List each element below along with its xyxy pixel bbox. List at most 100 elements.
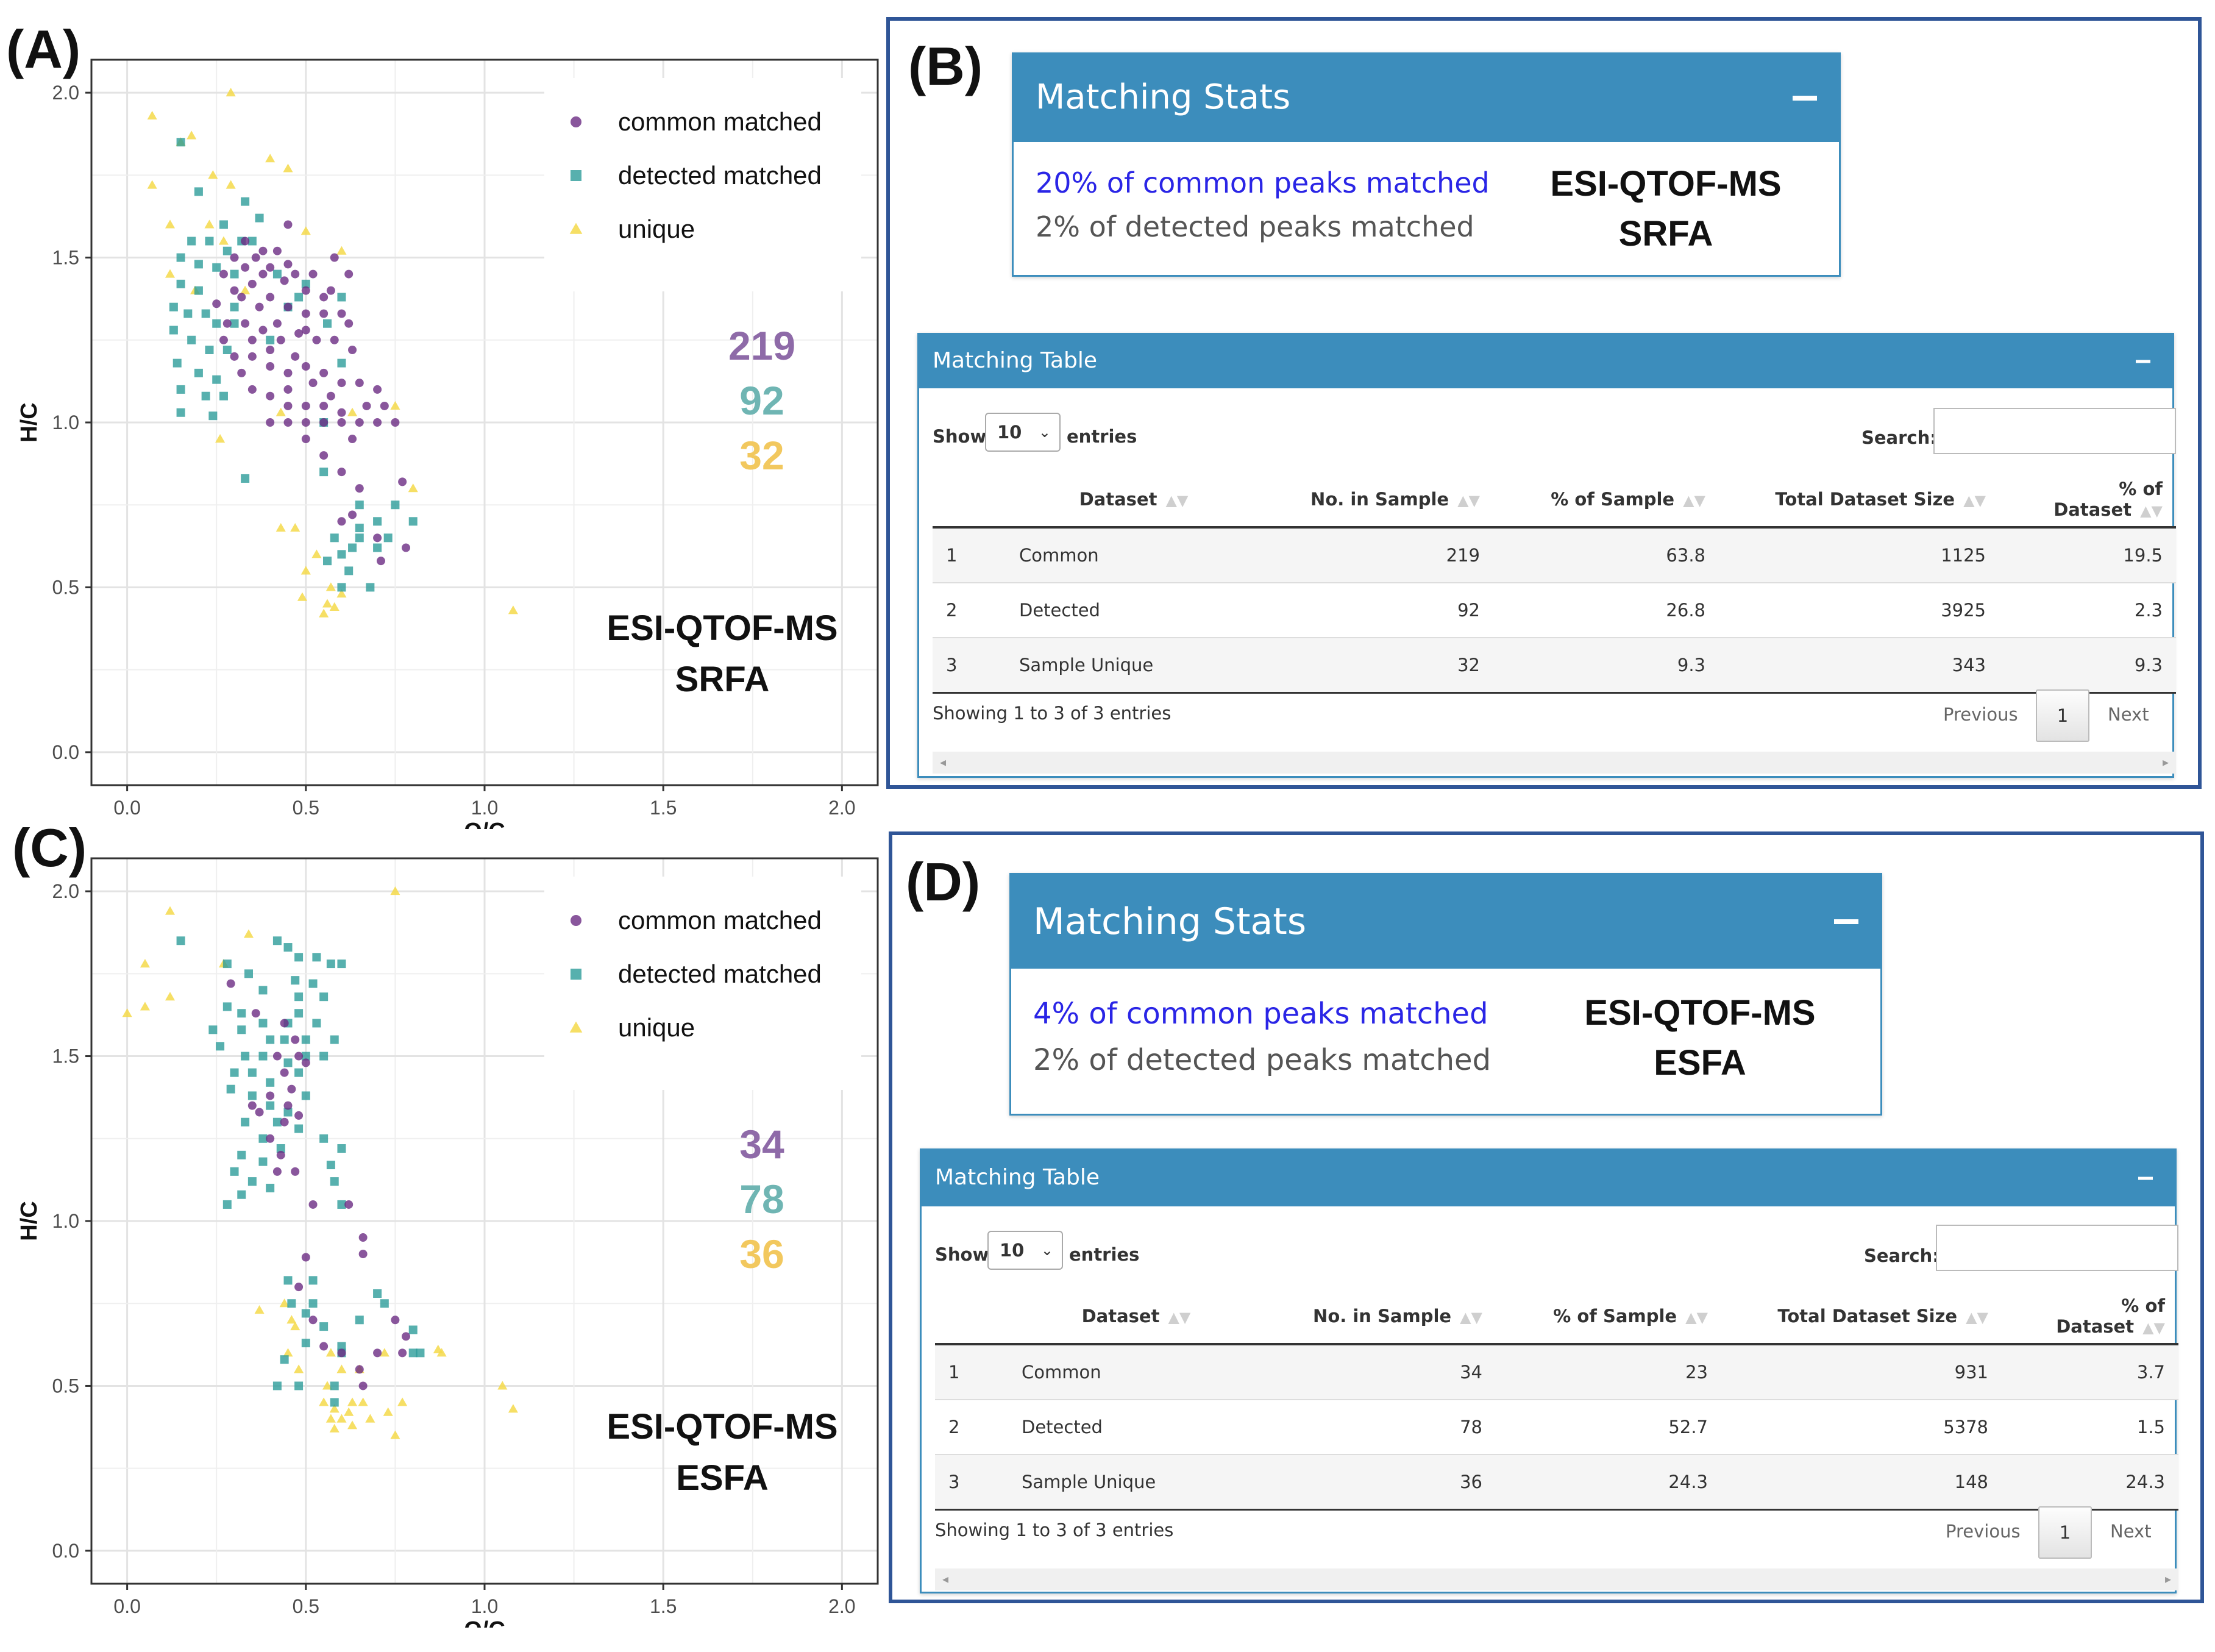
table-row: 1 Common 219 63.8 1125 19.5	[933, 527, 2176, 583]
data-point-unique	[329, 602, 340, 611]
pct-dataset-cell: 1.5	[2002, 1400, 2178, 1455]
collapse-button[interactable]	[1793, 96, 1817, 101]
column-header-pct-dataset[interactable]: % of Dataset ▲▼	[2002, 1289, 2178, 1345]
scroll-right-icon[interactable]: ▸	[2162, 756, 2169, 769]
row-index: 3	[933, 638, 1006, 694]
sort-icon: ▲▼	[1963, 492, 1986, 509]
data-point-common	[301, 435, 310, 444]
data-point-detected	[294, 1009, 304, 1018]
data-point-common	[301, 309, 310, 318]
column-header-dataset[interactable]: Dataset ▲▼	[1006, 472, 1262, 529]
dataset-cell: Detected	[1008, 1400, 1264, 1455]
data-point-detected	[237, 1190, 246, 1199]
data-point-common	[226, 979, 235, 988]
sample-name: ESFA	[1654, 1043, 1746, 1083]
data-point-unique	[265, 154, 276, 163]
column-header-count[interactable]: No. in Sample ▲▼	[1264, 1289, 1496, 1345]
page-1-button[interactable]: 1	[2038, 1506, 2092, 1559]
data-point-common	[241, 263, 250, 272]
column-header-total[interactable]: Total Dataset Size ▲▼	[1721, 1289, 2002, 1345]
data-point-unique	[325, 1414, 336, 1423]
data-point-common	[358, 1233, 368, 1242]
column-header-total[interactable]: Total Dataset Size ▲▼	[1719, 472, 1999, 529]
horizontal-scrollbar[interactable]: ◂ ▸	[935, 1568, 2178, 1590]
legend-box	[544, 877, 861, 1090]
data-point-common	[301, 1253, 310, 1262]
row-index: 1	[935, 1344, 1008, 1400]
data-point-unique	[276, 407, 286, 416]
data-point-detected	[287, 1299, 296, 1308]
matching-table-header: Matching Table	[919, 335, 2172, 388]
data-point-detected	[337, 960, 346, 969]
x-tick-label: 0.5	[293, 1595, 319, 1617]
data-point-unique	[283, 163, 293, 173]
data-point-unique	[187, 130, 197, 140]
data-point-detected	[266, 1035, 275, 1044]
data-point-detected	[247, 1177, 257, 1186]
column-header-pct-dataset[interactable]: % of Dataset ▲▼	[1999, 472, 2176, 529]
previous-button[interactable]: Previous	[1946, 1521, 2021, 1542]
data-point-detected	[319, 992, 329, 1002]
data-point-detected	[222, 1200, 232, 1209]
data-point-detected	[255, 213, 264, 223]
column-header-count[interactable]: No. in Sample ▲▼	[1262, 472, 1493, 529]
data-point-unique	[390, 401, 400, 410]
scroll-left-icon[interactable]: ◂	[940, 756, 947, 769]
data-point-common	[266, 1134, 275, 1143]
data-point-unique	[204, 219, 215, 229]
matching-table-header: Matching Table	[922, 1150, 2175, 1206]
data-point-common	[266, 263, 275, 272]
data-point-detected	[294, 1381, 304, 1390]
data-point-common	[294, 1283, 304, 1292]
data-point-common	[355, 484, 364, 493]
legend-key-unique	[569, 223, 583, 234]
column-header-pct-sample[interactable]: % of Sample ▲▼	[1493, 472, 1719, 529]
search-input[interactable]	[1936, 1225, 2178, 1271]
previous-button[interactable]: Previous	[1943, 704, 2018, 725]
sample-name: SRFA	[1618, 214, 1713, 254]
collapse-button[interactable]	[2136, 360, 2150, 363]
data-point-detected	[172, 358, 182, 368]
data-point-detected	[258, 986, 268, 995]
data-point-detected	[212, 375, 221, 384]
show-label: Show	[933, 426, 987, 447]
data-point-detected	[237, 1150, 246, 1159]
data-point-common	[291, 352, 300, 361]
search-input[interactable]	[1933, 408, 2176, 454]
count-label-common: 34	[739, 1122, 784, 1167]
data-point-detected	[226, 1084, 235, 1094]
legend-key-detected	[571, 969, 581, 980]
entries-select[interactable]: 10 ⌄	[985, 413, 1061, 452]
data-point-detected	[272, 936, 282, 945]
entries-select[interactable]: 10 ⌄	[987, 1231, 1063, 1270]
sample-annotation: SRFA	[675, 660, 770, 699]
column-header-pct-sample[interactable]: % of Sample ▲▼	[1496, 1289, 1721, 1345]
matching-table-box: Matching Table Show 10 ⌄ entries Search:…	[920, 1148, 2178, 1593]
collapse-button[interactable]	[1834, 919, 1858, 924]
data-point-detected	[408, 1348, 418, 1358]
sort-icon: ▲▼	[2142, 1319, 2165, 1336]
data-point-detected	[247, 1091, 257, 1100]
column-header-dataset[interactable]: Dataset ▲▼	[1008, 1289, 1264, 1345]
data-point-unique	[336, 589, 347, 598]
data-point-detected	[319, 1322, 329, 1331]
data-point-unique	[300, 226, 311, 235]
data-point-common	[344, 319, 354, 328]
data-point-common	[266, 1091, 275, 1100]
data-point-detected	[301, 1309, 310, 1318]
data-point-common	[319, 368, 329, 377]
scroll-right-icon[interactable]: ▸	[2164, 1573, 2171, 1586]
page-1-button[interactable]: 1	[2036, 689, 2089, 742]
data-point-detected	[212, 319, 221, 328]
data-point-detected	[301, 1091, 310, 1100]
next-button[interactable]: Next	[2108, 704, 2149, 725]
horizontal-scrollbar[interactable]: ◂ ▸	[933, 752, 2176, 774]
next-button[interactable]: Next	[2110, 1521, 2152, 1542]
pct-sample-cell: 9.3	[1493, 638, 1719, 694]
data-point-common	[219, 269, 228, 279]
scroll-left-icon[interactable]: ◂	[942, 1573, 949, 1586]
collapse-button[interactable]	[2138, 1177, 2153, 1180]
data-point-detected	[272, 1117, 282, 1127]
dataset-cell: Sample Unique	[1008, 1454, 1264, 1511]
data-point-common	[283, 401, 293, 410]
